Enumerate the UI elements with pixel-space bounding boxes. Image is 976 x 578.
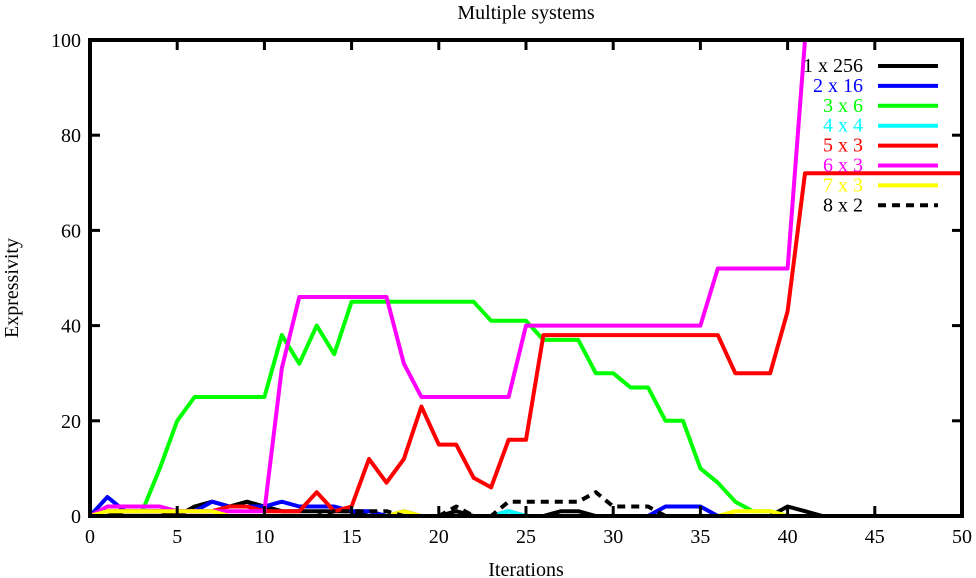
series-line-5 [89,171,962,518]
legend-label-3: 3 x 6 [823,95,863,117]
x-tick-label: 20 [429,526,449,548]
y-tick-label: 60 [61,220,81,242]
legend-label-6: 6 x 3 [823,155,863,177]
legend-label-2: 2 x 16 [813,75,863,97]
y-tick-label: 40 [61,316,81,338]
x-tick-label: 25 [516,526,536,548]
legend-label-4: 4 x 4 [823,115,863,137]
y-tick-label: 0 [71,506,81,528]
x-axis-label: Iterations [488,559,564,578]
x-tick-label: 0 [85,526,95,548]
x-tick-label: 40 [778,526,798,548]
y-axis-label: Expressivity [1,238,23,338]
x-tick-label: 50 [952,526,972,548]
x-tick-label: 5 [172,526,182,548]
x-tick-label: 10 [254,526,274,548]
chart-title: Multiple systems [457,2,594,24]
plot-frame [88,38,964,518]
y-tick-label: 100 [51,30,81,52]
x-tick-label: 45 [865,526,885,548]
x-tick-label: 15 [342,526,362,548]
y-tick-label: 80 [61,125,81,147]
legend-label-7: 7 x 3 [823,174,863,196]
y-tick-label: 20 [61,411,81,433]
legend-label-5: 5 x 3 [823,135,863,157]
legend-label-1: 1 x 256 [803,55,863,77]
x-tick-label: 35 [690,526,710,548]
x-tick-label: 30 [603,526,623,548]
legend-label-8: 8 x 2 [823,194,863,216]
